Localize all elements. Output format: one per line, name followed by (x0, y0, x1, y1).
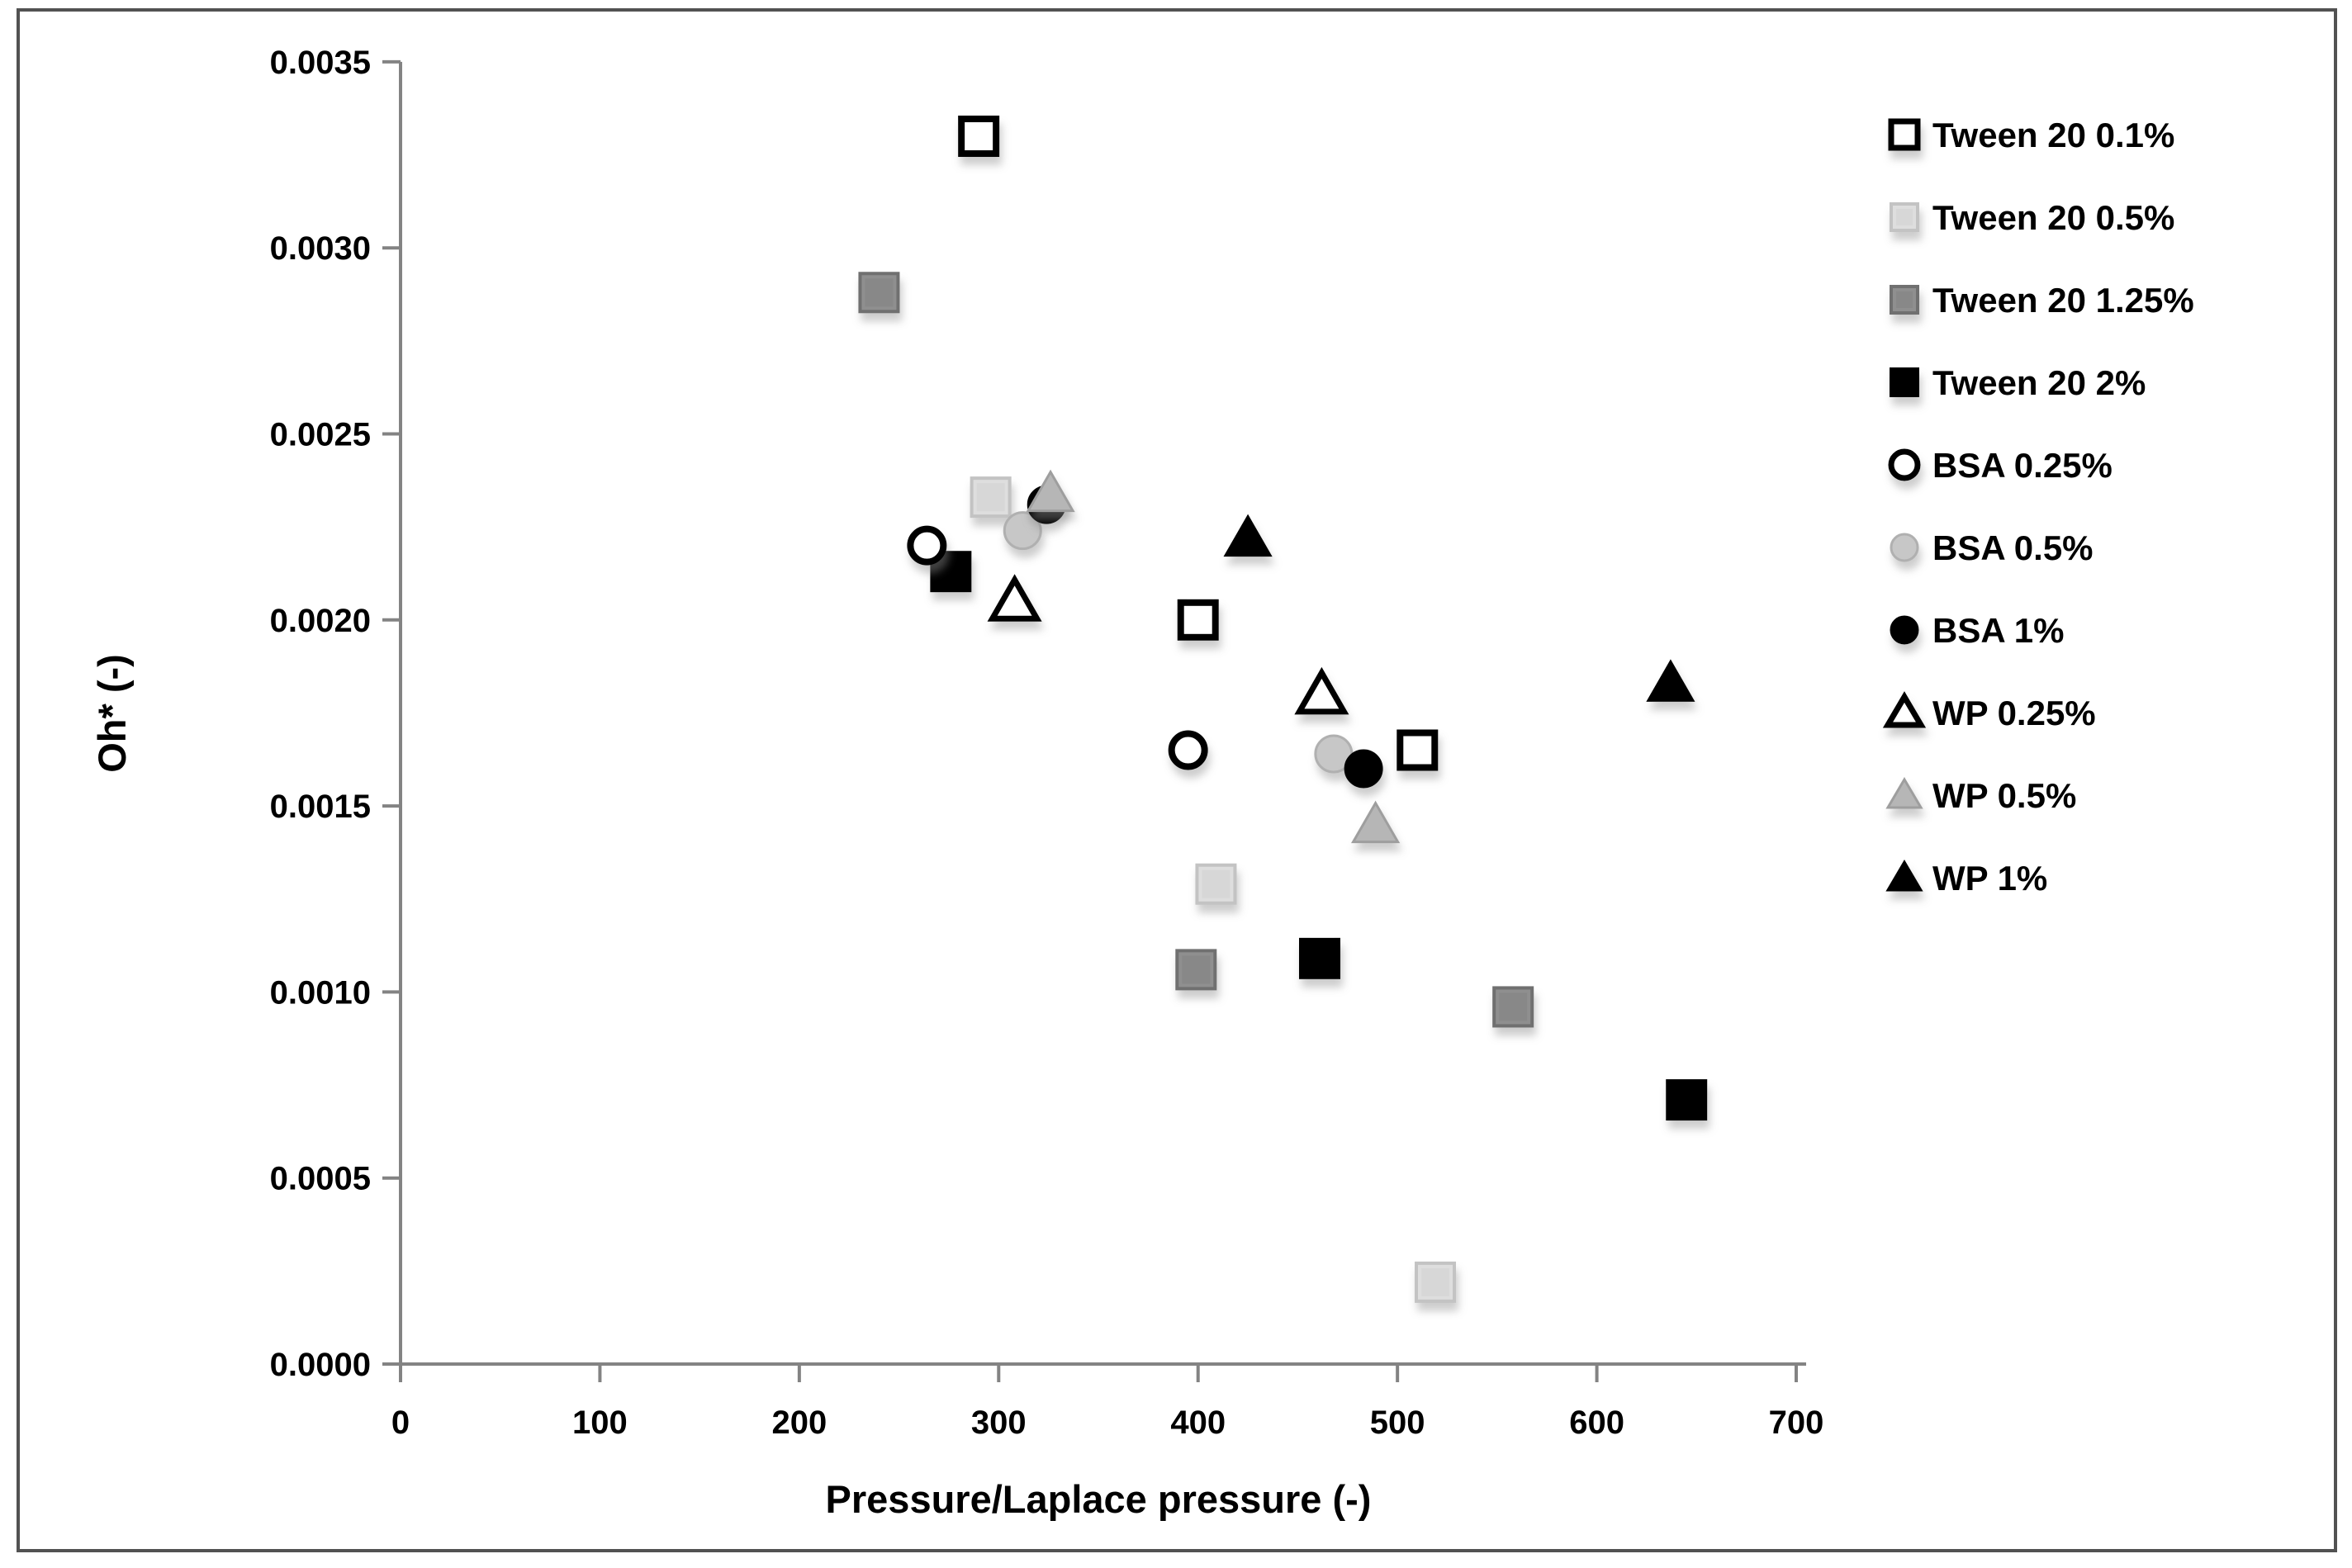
figure-border (17, 8, 2337, 1552)
marker-tween20-0-5 (1415, 1261, 1457, 1303)
legend-marker-bsa-0-25 (1888, 448, 1921, 481)
legend-label-bsa-0-25: BSA 0.25% (1932, 446, 2113, 485)
legend-item-tween20-0-5: Tween 20 0.5% (1890, 198, 2174, 237)
legend-label-bsa-0-5: BSA 0.5% (1932, 528, 2094, 567)
legend-item-tween20-1-25: Tween 20 1.25% (1890, 281, 2194, 320)
legend-marker-tween20-0-5 (1890, 202, 1919, 232)
data-points (858, 116, 1708, 1303)
x-tick-label: 0 (391, 1405, 410, 1441)
legend-label-bsa-1: BSA 1% (1932, 611, 2065, 650)
marker-bsa-0-25 (907, 525, 947, 566)
legend-item-wp-0-5: WP 0.5% (1885, 776, 2076, 815)
legend-item-tween20-2: Tween 20 2% (1890, 363, 2146, 402)
y-tick-label: 0.0030 (270, 230, 371, 267)
y-tick-label: 0.0035 (270, 45, 371, 81)
marker-wp-0-5 (1026, 469, 1075, 513)
legend-label-tween20-1-25: Tween 20 1.25% (1932, 281, 2194, 320)
marker-tween20-2 (1298, 937, 1340, 979)
legend-marker-tween20-1-25 (1890, 285, 1919, 315)
legend-item-wp-1: WP 1% (1885, 859, 2047, 898)
axes: 0.0000 0.0005 0.0010 0.0015 0.0020 0.0025 0.00… (270, 45, 1824, 1441)
marker-tween20-1-25 (1175, 949, 1217, 991)
y-tick-label: 0.0025 (270, 417, 371, 453)
x-tick-label: 100 (572, 1405, 628, 1441)
legend-marker-tween20-0-1 (1888, 118, 1921, 151)
marker-wp-1 (1646, 659, 1695, 702)
legend-label-tween20-0-5: Tween 20 0.5% (1932, 198, 2174, 237)
y-tick-label: 0.0000 (270, 1347, 371, 1383)
marker-tween20-0-1 (1177, 599, 1219, 641)
marker-wp-0-25 (1294, 666, 1349, 715)
y-axis-title: Oh* (-) (90, 654, 134, 773)
x-tick-label: 300 (971, 1405, 1027, 1441)
x-tick-label: 500 (1370, 1405, 1425, 1441)
x-tick-label: 700 (1769, 1405, 1824, 1441)
legend-item-wp-0-25: WP 0.25% (1882, 691, 2096, 732)
marker-tween20-1-25 (858, 272, 900, 314)
marker-tween20-2 (1666, 1079, 1708, 1121)
x-tick-label: 400 (1170, 1405, 1226, 1441)
legend-marker-tween20-2 (1890, 367, 1919, 397)
y-tick-label: 0.0010 (270, 974, 371, 1011)
legend-marker-bsa-0-5 (1890, 533, 1919, 562)
marker-wp-0-25 (987, 574, 1042, 622)
y-tick-label: 0.0015 (270, 789, 371, 825)
legend-item-bsa-1: BSA 1% (1890, 611, 2065, 650)
x-axis-title: Pressure/Laplace pressure (-) (826, 1477, 1372, 1521)
legend-label-wp-0-25: WP 0.25% (1932, 694, 2096, 732)
marker-wp-1 (1223, 514, 1273, 557)
x-tick-label: 200 (771, 1405, 827, 1441)
legend-marker-wp-0-25 (1882, 691, 1927, 728)
legend-label-wp-0-5: WP 0.5% (1932, 776, 2076, 815)
legend: Tween 20 0.1% Tween 20 0.5% Tween 20 1.25%… (1882, 116, 2194, 898)
marker-tween20-0-5 (1195, 863, 1237, 905)
legend-label-tween20-0-1: Tween 20 0.1% (1932, 116, 2174, 154)
legend-label-tween20-2: Tween 20 2% (1932, 363, 2146, 402)
legend-item-bsa-0-25: BSA 0.25% (1888, 446, 2113, 485)
x-tick-label: 600 (1569, 1405, 1624, 1441)
legend-label-wp-1: WP 1% (1932, 859, 2047, 898)
marker-tween20-0-1 (958, 116, 1000, 158)
legend-marker-wp-1 (1885, 860, 1923, 892)
marker-wp-0-5 (1350, 800, 1401, 844)
y-tick-label: 0.0005 (270, 1161, 371, 1197)
marker-bsa-1 (1344, 749, 1383, 789)
marker-tween20-1-25 (1492, 986, 1534, 1028)
legend-item-tween20-0-1: Tween 20 0.1% (1888, 116, 2174, 154)
legend-item-bsa-0-5: BSA 0.5% (1890, 528, 2094, 567)
marker-tween20-0-1 (1396, 729, 1439, 771)
legend-marker-bsa-1 (1890, 615, 1919, 645)
marker-bsa-0-5 (1003, 511, 1042, 551)
marker-tween20-0-5 (970, 476, 1012, 519)
marker-bsa-0-25 (1168, 730, 1208, 770)
y-tick-label: 0.0020 (270, 603, 371, 639)
legend-marker-wp-0-5 (1885, 777, 1923, 809)
